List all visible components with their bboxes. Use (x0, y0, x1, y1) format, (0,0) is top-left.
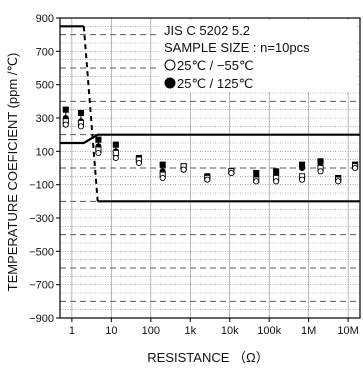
filled-max-marker (112, 141, 119, 148)
legend-filled-circle-icon (164, 77, 176, 89)
legend-entry-filled: 25℃ / 125℃ (177, 76, 253, 91)
x-tick-label: 1k (184, 325, 196, 337)
y-tick-label: 300 (36, 113, 54, 125)
filled-max-marker (62, 106, 69, 113)
legend-box (160, 20, 356, 92)
upper-spec-limit-line (60, 133, 360, 145)
open-min-marker (335, 178, 342, 185)
y-tick-label: 900 (36, 13, 54, 25)
open-min-marker (77, 123, 85, 130)
x-tick-label: 10k (221, 325, 239, 337)
transition-limit-dashed-line (82, 26, 99, 202)
open-min-marker (317, 168, 324, 175)
x-tick-label: 100k (257, 325, 281, 337)
filled-max-marker (77, 109, 85, 117)
legend-sample-size: SAMPLE SIZE : n=10pcs (164, 40, 310, 55)
open-min-marker (253, 178, 260, 185)
legend-entry-open: 25℃ / −55℃ (177, 58, 254, 73)
x-tick-label: 1M (301, 325, 316, 337)
open-min-marker (112, 154, 119, 162)
open-min-marker (95, 149, 102, 157)
y-tick-label: 700 (36, 46, 54, 58)
open-min-marker (352, 164, 359, 172)
legend-open-circle-icon (164, 59, 176, 71)
y-tick-label: −700 (29, 280, 54, 292)
axis-layer: 900 700 500 300 100 −100 −300 −500 −700 −900 1 10 10… (29, 13, 361, 337)
y-tick-label: −300 (29, 213, 54, 225)
y-tick-label: −100 (29, 180, 54, 192)
open-min-marker (180, 166, 187, 173)
x-tick-label: 10M (337, 325, 358, 337)
x-tick-label: 1 (69, 325, 75, 337)
y-tick-label: 100 (36, 146, 54, 158)
open-min-marker (204, 176, 211, 183)
x-tick-label: 10 (105, 325, 117, 337)
y-axis-title: TEMPERATURE COEFICIENT (ppm /℃) (5, 53, 20, 292)
open-min-marker (135, 159, 142, 167)
filled-max-marker (95, 136, 102, 143)
open-min-marker (273, 178, 280, 185)
x-axis-title: RESISTANCE （Ω） (147, 350, 268, 365)
filled-max-marker (159, 161, 166, 168)
open-min-marker (228, 169, 235, 177)
legend: JIS C 5202 5.2 SAMPLE SIZE : n=10pcs 25℃… (160, 20, 356, 92)
open-min-marker (159, 174, 166, 182)
open-max-marker (112, 149, 119, 157)
filled-max-marker (317, 158, 324, 165)
plot-frame (59, 17, 361, 319)
data-layer (62, 106, 359, 185)
spec-limit-layer (60, 25, 360, 203)
y-tick-label: −900 (29, 313, 54, 325)
y-tick-label: 500 (36, 80, 54, 92)
legend-standard: JIS C 5202 5.2 (164, 23, 250, 38)
x-tick-label: 100 (142, 325, 160, 337)
open-min-marker (298, 176, 306, 183)
filled-min-marker (298, 164, 306, 172)
open-min-marker (62, 121, 69, 128)
y-tick-label: −500 (29, 246, 54, 258)
